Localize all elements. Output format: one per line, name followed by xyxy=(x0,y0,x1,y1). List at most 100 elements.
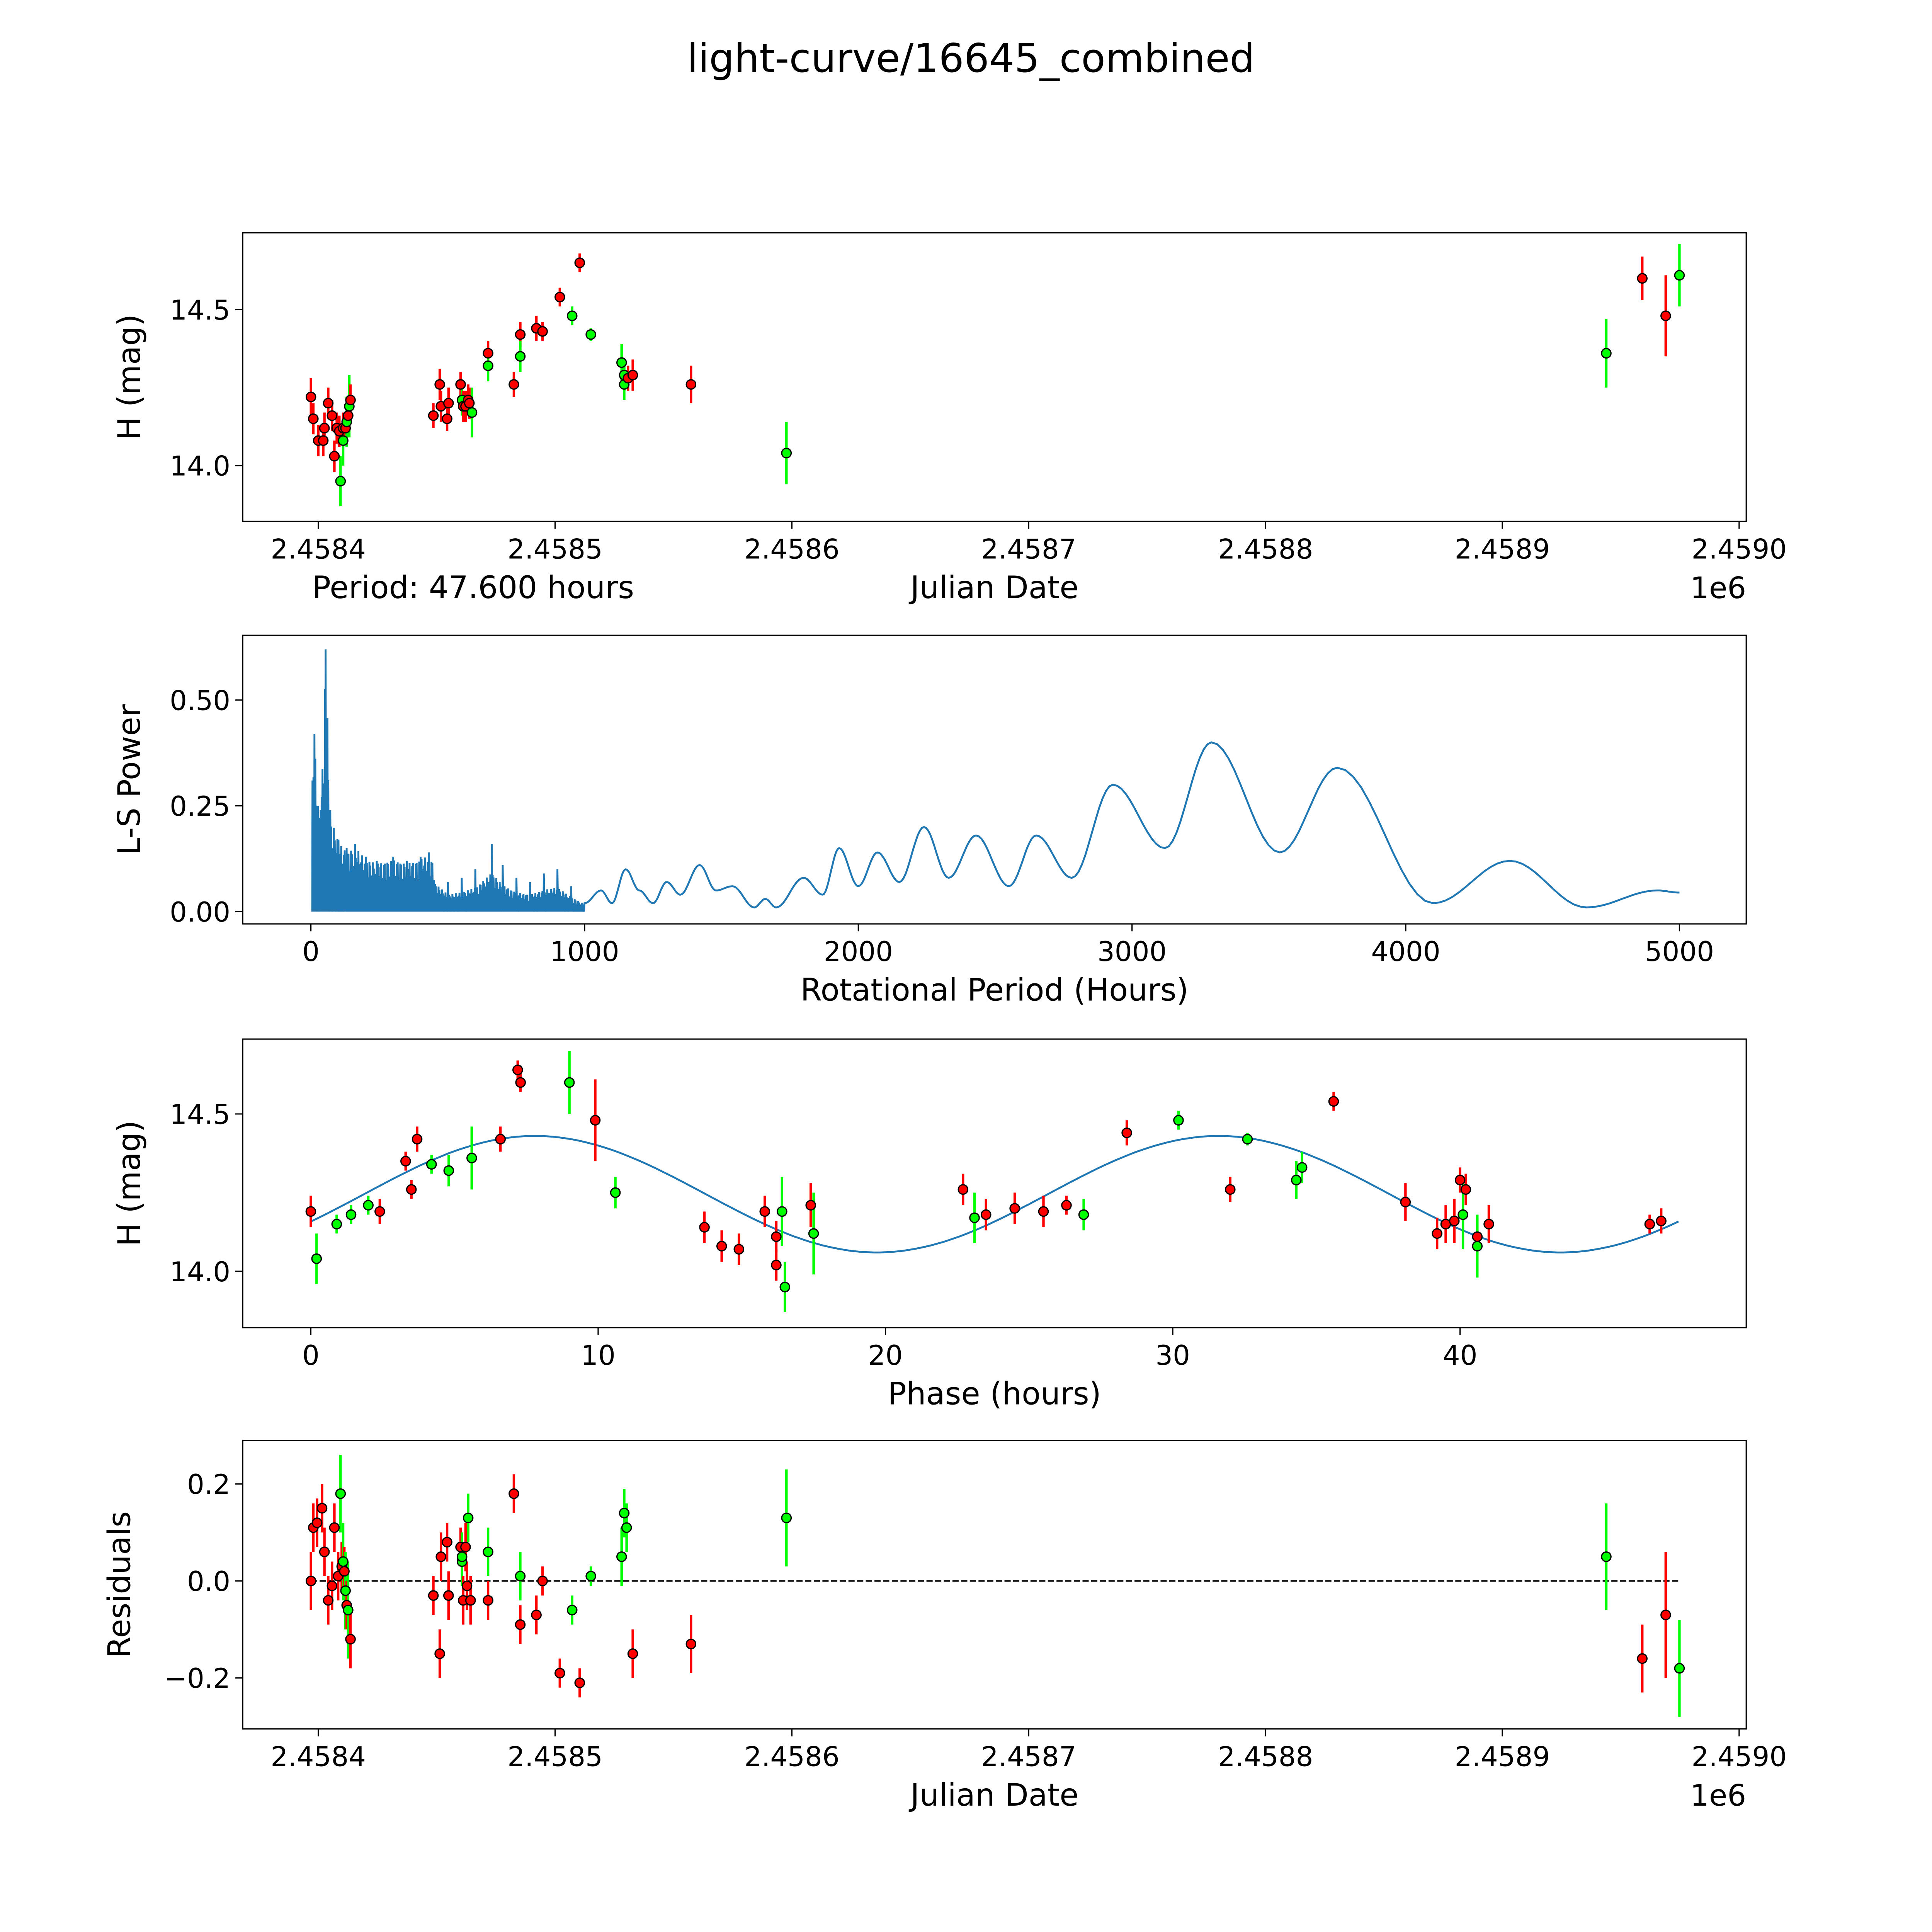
data-point xyxy=(434,1648,445,1659)
x-tick-label: 2.4590 xyxy=(1692,534,1787,565)
x-tick-label: 1000 xyxy=(550,936,619,968)
y-tick-label: 0.00 xyxy=(170,896,230,928)
x-tick-label: 0 xyxy=(302,1340,320,1371)
data-point xyxy=(685,379,697,390)
data-point xyxy=(537,326,548,337)
data-point xyxy=(585,329,596,340)
data-point xyxy=(323,398,334,409)
data-point xyxy=(374,1206,385,1217)
plot-area xyxy=(305,1455,1685,1717)
data-point xyxy=(1674,270,1685,281)
data-point xyxy=(483,348,493,359)
data-point xyxy=(515,1571,526,1582)
axes-frame xyxy=(242,1439,1747,1730)
data-point xyxy=(1472,1241,1483,1252)
data-point xyxy=(483,360,493,371)
x-tick-label: 0 xyxy=(302,936,320,968)
data-point xyxy=(574,257,585,268)
data-point xyxy=(564,1077,575,1088)
data-point xyxy=(345,395,356,406)
data-point xyxy=(460,1541,471,1553)
data-point xyxy=(305,1575,316,1587)
data-point xyxy=(515,1619,526,1630)
y-tick-label: −0.2 xyxy=(164,1663,230,1694)
data-point xyxy=(957,1184,969,1195)
panels: 2.4584 2.4585 2.4586 2.4587 2.4588 2.4589 2.45… xyxy=(102,232,1787,1813)
data-point xyxy=(327,1580,338,1591)
y-tick-label: 14.5 xyxy=(170,294,230,326)
data-point xyxy=(1009,1203,1020,1214)
panel-light-curve: 2.4584 2.4585 2.4586 2.4587 2.4588 2.4589 2.45… xyxy=(111,232,1787,605)
data-point xyxy=(1173,1115,1184,1126)
data-point xyxy=(1449,1216,1460,1226)
data-point xyxy=(343,1605,354,1616)
data-point xyxy=(759,1206,770,1217)
y-axis-label: Residuals xyxy=(102,1511,138,1658)
data-point xyxy=(331,1219,342,1230)
x-tick-label: 2.4587 xyxy=(981,534,1077,565)
data-point xyxy=(345,1634,356,1645)
data-point xyxy=(616,357,627,368)
x-tick-label: 2000 xyxy=(824,936,893,968)
data-point xyxy=(1440,1219,1451,1230)
x-tick-label: 40 xyxy=(1443,1340,1478,1371)
data-point xyxy=(329,451,340,462)
data-point xyxy=(512,1065,523,1075)
data-point xyxy=(1644,1219,1655,1230)
axes-frame xyxy=(242,232,1747,522)
x-tick-label: 2.4588 xyxy=(1218,1741,1313,1773)
x-tick-label: 20 xyxy=(868,1340,903,1371)
data-point xyxy=(1601,1551,1612,1562)
data-point xyxy=(308,413,319,424)
data-point xyxy=(627,1648,638,1659)
plot-area xyxy=(305,1051,1679,1312)
panel-residuals: 2.4584 2.4585 2.4586 2.4587 2.4588 2.4589 2.45… xyxy=(102,1439,1787,1813)
x-offset-label: 1e6 xyxy=(1690,571,1746,605)
data-point xyxy=(339,1566,350,1577)
data-point xyxy=(311,1253,322,1264)
y-axis-label: L-S Power xyxy=(111,704,147,855)
x-tick-label: 2.4590 xyxy=(1692,1741,1787,1773)
data-point xyxy=(305,391,316,403)
data-point xyxy=(406,1184,417,1195)
data-point xyxy=(465,1595,476,1606)
data-point xyxy=(343,410,354,421)
data-point xyxy=(566,310,578,321)
periodogram-line xyxy=(311,649,1680,912)
x-tick-label: 2.4586 xyxy=(744,534,840,565)
x-tick-label: 2.4589 xyxy=(1455,534,1550,565)
axes-frame xyxy=(242,634,1747,925)
data-point xyxy=(311,1517,323,1528)
data-point xyxy=(781,1512,792,1524)
data-point xyxy=(305,1206,316,1217)
data-point xyxy=(1458,1209,1468,1220)
data-point xyxy=(495,1134,506,1145)
data-point xyxy=(981,1209,992,1220)
data-point xyxy=(483,1546,493,1558)
x-offset-label: 1e6 xyxy=(1690,1779,1746,1813)
data-point xyxy=(319,423,330,434)
data-point xyxy=(443,1590,454,1601)
x-tick-label: 2.4588 xyxy=(1218,534,1313,565)
data-point xyxy=(1400,1197,1411,1208)
data-point xyxy=(1660,1609,1671,1621)
figure-title: light-curve/16645_combined xyxy=(687,36,1255,82)
y-tick-label: 14.0 xyxy=(170,450,230,482)
data-point xyxy=(1460,1184,1471,1195)
data-point xyxy=(616,1551,627,1562)
data-point xyxy=(443,1165,454,1176)
x-tick-label: 3000 xyxy=(1097,936,1167,968)
data-point xyxy=(1291,1175,1302,1185)
data-point xyxy=(463,1512,474,1524)
x-axis-label: Phase (hours) xyxy=(888,1376,1101,1412)
data-point xyxy=(338,435,349,446)
y-tick-label: 0.2 xyxy=(187,1469,230,1500)
y-axis-label: H (mag) xyxy=(111,1120,147,1246)
x-tick-label: 2.4585 xyxy=(507,1741,603,1773)
data-point xyxy=(1660,310,1671,321)
data-point xyxy=(621,1522,632,1533)
data-point xyxy=(531,1609,542,1621)
data-point xyxy=(1674,1663,1685,1674)
data-point xyxy=(716,1241,727,1252)
data-point xyxy=(805,1200,816,1211)
